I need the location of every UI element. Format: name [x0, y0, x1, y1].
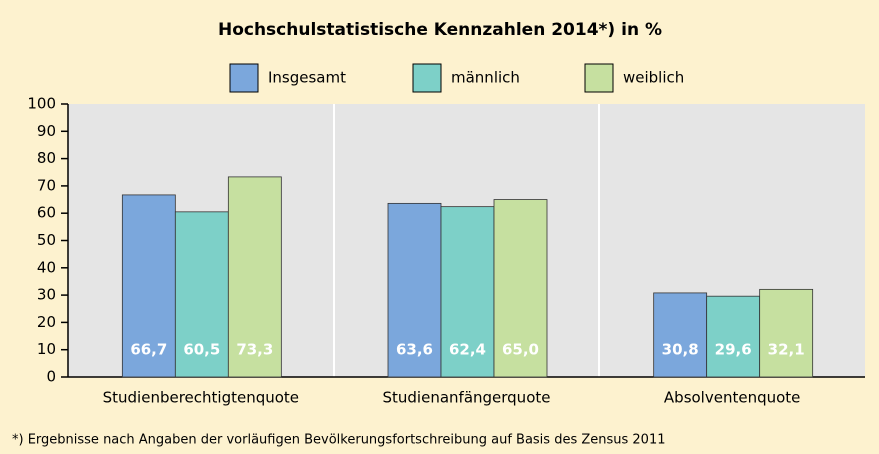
legend-swatch — [412, 63, 442, 93]
y-tick-label: 40 — [37, 258, 56, 276]
footnote: *) Ergebnisse nach Angaben der vorläufig… — [12, 433, 666, 448]
y-tick-label: 80 — [37, 149, 56, 167]
bar — [227, 176, 282, 378]
bar — [387, 202, 442, 378]
data-label: 29,6 — [715, 341, 752, 359]
bar — [759, 288, 814, 378]
legend-label: männlich — [451, 69, 520, 87]
bar — [440, 206, 495, 378]
chart-title: Hochschulstatistische Kennzahlen 2014*) … — [218, 20, 662, 40]
y-tick-label: 60 — [37, 204, 56, 222]
bar — [493, 199, 548, 378]
data-label: 32,1 — [768, 341, 805, 359]
data-label: 65,0 — [502, 341, 539, 359]
x-tick-label: Studienanfängerquote — [383, 389, 551, 407]
bar — [706, 295, 761, 378]
y-tick-label: 10 — [37, 340, 56, 358]
data-label: 63,6 — [396, 341, 433, 359]
data-label: 30,8 — [662, 341, 699, 359]
data-label: 66,7 — [130, 341, 167, 359]
data-label: 73,3 — [236, 341, 273, 359]
y-tick-label: 90 — [37, 122, 56, 140]
y-tick-label: 100 — [27, 95, 56, 113]
legend-swatch — [229, 63, 259, 93]
x-tick-label: Absolventenquote — [664, 389, 801, 407]
y-tick-label: 70 — [37, 176, 56, 194]
y-tick-label: 0 — [46, 368, 56, 386]
x-tick-label: Studienberechtigtenquote — [103, 389, 299, 407]
y-tick-label: 50 — [37, 231, 56, 249]
legend-label: weiblich — [623, 69, 684, 87]
data-label: 62,4 — [449, 341, 486, 359]
legend-label: Insgesamt — [268, 69, 346, 87]
y-tick-label: 30 — [37, 286, 56, 304]
bar — [653, 292, 708, 378]
y-tick-label: 20 — [37, 313, 56, 331]
legend-swatch — [584, 63, 614, 93]
data-label: 60,5 — [183, 341, 220, 359]
